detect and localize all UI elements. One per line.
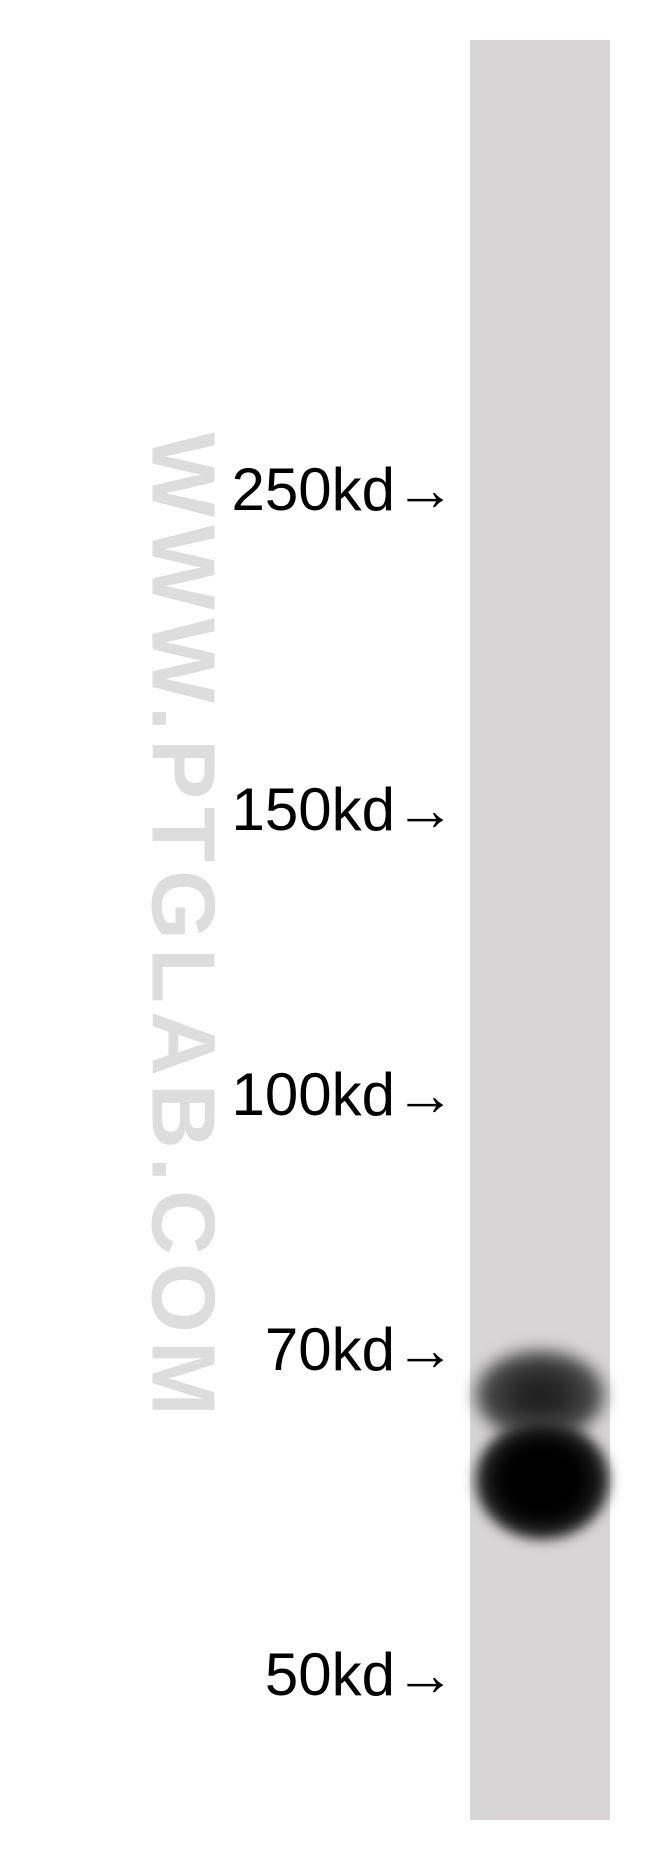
marker-50kd: 50kd→ [265, 1640, 455, 1709]
marker-250kd: 250kd→ [232, 455, 455, 524]
protein-band-lower [475, 1420, 610, 1540]
marker-150kd: 150kd→ [232, 775, 455, 844]
marker-70kd: 70kd→ [265, 1315, 455, 1384]
marker-100kd: 100kd→ [232, 1060, 455, 1129]
western-blot-image: 250kd→ 150kd→ 100kd→ 70kd→ 50kd→ WWW.PTG… [0, 0, 650, 1855]
blot-lane [470, 40, 610, 1820]
watermark-text: WWW.PTGLAB.COM [131, 432, 234, 1424]
